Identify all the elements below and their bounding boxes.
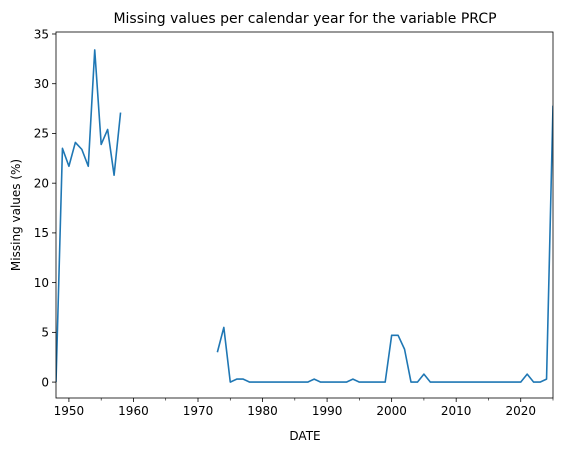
series-lines (56, 49, 553, 383)
plot-frame (55, 31, 554, 399)
x-tick-label: 1950 (54, 404, 85, 418)
y-tick-label: 35 (34, 27, 49, 41)
y-axis-ticks: 0 5 10 15 20 25 30 35 (34, 27, 56, 389)
x-tick-label: 1980 (247, 404, 278, 418)
y-tick-label: 10 (34, 276, 49, 290)
y-tick-label: 20 (34, 176, 49, 190)
y-tick-label: 30 (34, 77, 49, 91)
y-tick-label: 0 (41, 375, 49, 389)
y-tick-label: 15 (34, 226, 49, 240)
x-tick-label: 1970 (183, 404, 214, 418)
x-tick-label: 1960 (118, 404, 149, 418)
x-tick-label: 2010 (441, 404, 472, 418)
x-tick-label: 1990 (312, 404, 343, 418)
y-tick-label: 25 (34, 127, 49, 141)
y-axis-label: Missing values (%) (9, 159, 23, 271)
series-line-segment (216, 105, 553, 383)
x-tick-label: 2000 (376, 404, 407, 418)
y-tick-label: 5 (41, 326, 49, 340)
x-axis-ticks: 1950 1960 1970 1980 1990 2000 2010 2020 (54, 398, 554, 418)
series-line-segment (56, 49, 122, 383)
chart-title: Missing values per calendar year for the… (113, 11, 496, 27)
x-axis-label: DATE (289, 429, 320, 443)
x-tick-label: 2020 (505, 404, 536, 418)
